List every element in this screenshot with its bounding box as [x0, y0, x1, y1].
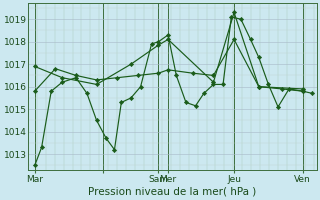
X-axis label: Pression niveau de la mer( hPa ): Pression niveau de la mer( hPa ): [88, 187, 256, 197]
